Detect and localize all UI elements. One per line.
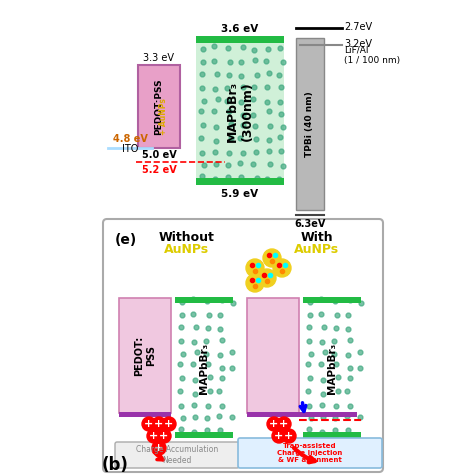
Circle shape xyxy=(157,429,171,443)
Text: ITO: ITO xyxy=(122,144,138,154)
Circle shape xyxy=(277,417,291,431)
Text: +: + xyxy=(284,431,293,441)
Text: MAPbBr₃: MAPbBr₃ xyxy=(327,342,337,393)
Text: MAPbBr₃: MAPbBr₃ xyxy=(199,342,209,393)
Text: (e): (e) xyxy=(115,233,137,247)
FancyBboxPatch shape xyxy=(303,432,361,438)
Text: Trap-assisted
Charge Injection
& WF alignment: Trap-assisted Charge Injection & WF alig… xyxy=(277,443,343,463)
Text: MAPbBr₃
(300nm): MAPbBr₃ (300nm) xyxy=(226,81,254,142)
Text: 3.6 eV: 3.6 eV xyxy=(221,24,259,34)
Circle shape xyxy=(282,429,296,443)
Text: Charge Accumulation
Needed: Charge Accumulation Needed xyxy=(136,445,218,465)
Text: With: With xyxy=(301,231,333,244)
Text: + AuNPs: + AuNPs xyxy=(159,98,168,135)
FancyBboxPatch shape xyxy=(196,178,284,185)
FancyBboxPatch shape xyxy=(196,38,284,185)
Text: +: + xyxy=(159,431,169,441)
FancyBboxPatch shape xyxy=(119,412,171,417)
Text: PEDOT:
PSS: PEDOT: PSS xyxy=(134,336,156,375)
FancyBboxPatch shape xyxy=(247,298,299,413)
Circle shape xyxy=(142,417,156,431)
Text: 5.2 eV: 5.2 eV xyxy=(142,165,176,175)
Text: 4.8 eV: 4.8 eV xyxy=(112,134,147,144)
Text: 3.2eV: 3.2eV xyxy=(344,39,372,49)
Text: 5.0 eV: 5.0 eV xyxy=(142,150,176,160)
Text: +: + xyxy=(279,419,289,429)
Circle shape xyxy=(152,441,166,455)
Text: (b): (b) xyxy=(101,456,128,474)
FancyBboxPatch shape xyxy=(303,297,361,303)
Circle shape xyxy=(246,259,264,277)
Text: +: + xyxy=(269,419,279,429)
FancyBboxPatch shape xyxy=(296,38,324,210)
Circle shape xyxy=(147,429,161,443)
Circle shape xyxy=(272,429,286,443)
Circle shape xyxy=(152,417,166,431)
Text: TPBi (40 nm): TPBi (40 nm) xyxy=(306,91,315,157)
Text: 5.9 eV: 5.9 eV xyxy=(221,189,258,199)
FancyBboxPatch shape xyxy=(175,298,233,438)
FancyBboxPatch shape xyxy=(119,298,171,413)
Text: +: + xyxy=(164,419,173,429)
Text: +: + xyxy=(149,431,159,441)
Text: +: + xyxy=(155,419,164,429)
Circle shape xyxy=(263,249,281,267)
Circle shape xyxy=(246,274,264,292)
FancyBboxPatch shape xyxy=(138,65,180,148)
FancyBboxPatch shape xyxy=(175,432,233,438)
Circle shape xyxy=(273,259,291,277)
Text: 3.3 eV: 3.3 eV xyxy=(144,53,174,63)
Text: Without: Without xyxy=(159,231,215,244)
FancyBboxPatch shape xyxy=(303,298,361,438)
FancyBboxPatch shape xyxy=(196,36,284,43)
Text: PEDOT:PSS: PEDOT:PSS xyxy=(155,78,164,135)
FancyBboxPatch shape xyxy=(238,438,382,468)
FancyBboxPatch shape xyxy=(103,219,383,472)
Circle shape xyxy=(258,269,276,287)
FancyBboxPatch shape xyxy=(115,442,239,468)
Text: +: + xyxy=(274,431,283,441)
Text: +: + xyxy=(155,443,164,453)
FancyBboxPatch shape xyxy=(247,412,357,417)
Text: +: + xyxy=(145,419,154,429)
Text: 2.7eV: 2.7eV xyxy=(344,22,372,32)
Text: 6.3eV: 6.3eV xyxy=(294,219,326,229)
Text: AuNPs: AuNPs xyxy=(294,243,339,256)
Text: AuNPs: AuNPs xyxy=(164,243,210,256)
Circle shape xyxy=(162,417,176,431)
Circle shape xyxy=(267,417,281,431)
FancyBboxPatch shape xyxy=(175,297,233,303)
Text: LiF/Al
(1 / 100 nm): LiF/Al (1 / 100 nm) xyxy=(344,46,400,64)
